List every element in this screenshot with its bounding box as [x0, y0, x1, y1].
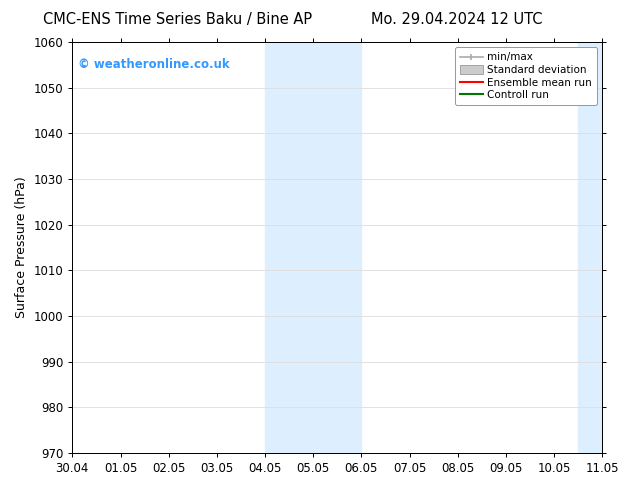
Text: Mo. 29.04.2024 12 UTC: Mo. 29.04.2024 12 UTC — [371, 12, 542, 27]
Bar — [578, 42, 634, 453]
Bar — [265, 42, 361, 453]
Text: CMC-ENS Time Series Baku / Bine AP: CMC-ENS Time Series Baku / Bine AP — [43, 12, 312, 27]
Text: © weatheronline.co.uk: © weatheronline.co.uk — [77, 58, 230, 72]
Legend: min/max, Standard deviation, Ensemble mean run, Controll run: min/max, Standard deviation, Ensemble me… — [455, 47, 597, 105]
Y-axis label: Surface Pressure (hPa): Surface Pressure (hPa) — [15, 176, 28, 318]
